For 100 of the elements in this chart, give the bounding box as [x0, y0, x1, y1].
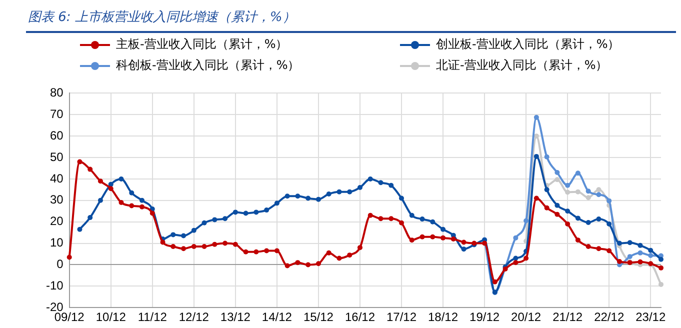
point: [108, 182, 114, 187]
point: [627, 254, 632, 260]
point: [202, 220, 207, 226]
point: [388, 216, 394, 222]
point: [596, 187, 602, 192]
point: [450, 236, 456, 242]
point: [306, 196, 311, 201]
point: [586, 244, 591, 249]
x-tick-label: 22/12: [594, 310, 624, 324]
point: [544, 187, 550, 192]
point: [160, 240, 166, 245]
point: [534, 134, 539, 139]
point: [554, 212, 560, 217]
point: [357, 245, 362, 250]
point: [575, 189, 580, 194]
y-tick-label: 70: [50, 106, 64, 121]
point: [232, 242, 238, 247]
point: [295, 194, 300, 199]
point: [284, 263, 290, 268]
x-tick-label: 23/12: [636, 310, 666, 324]
point: [88, 166, 93, 172]
point: [658, 265, 664, 270]
point: [606, 221, 612, 226]
point: [264, 208, 270, 213]
point: [513, 260, 518, 266]
y-tick-label: 40: [50, 171, 64, 186]
y-tick-label: 10: [50, 236, 64, 250]
y-tick-label: -10: [46, 278, 64, 292]
point: [243, 210, 248, 216]
point: [388, 182, 394, 188]
point: [316, 196, 321, 202]
point: [129, 190, 134, 196]
point: [638, 259, 643, 264]
point: [606, 198, 612, 204]
point: [524, 218, 529, 224]
point: [409, 238, 414, 243]
point: [596, 216, 602, 222]
x-tick-label: 10/12: [96, 310, 126, 324]
y-tick-label: 80: [50, 86, 64, 100]
x-tick-label: 16/12: [344, 310, 376, 324]
point: [544, 154, 550, 160]
point: [586, 188, 591, 194]
point: [326, 250, 332, 256]
point: [378, 216, 384, 222]
x-tick-label: 20/12: [511, 310, 542, 324]
point: [202, 244, 207, 249]
point: [430, 219, 436, 224]
chart-title: 图表 6: 上市板营业收入同比增速（累计，%）: [28, 9, 296, 26]
point: [565, 190, 570, 195]
point: [534, 196, 539, 201]
point: [596, 192, 602, 198]
point: [306, 262, 311, 268]
point: [616, 240, 622, 246]
legend-label: 科创板-营业收入同比（累计，%）: [116, 57, 300, 74]
y-tick-label: 30: [50, 192, 64, 207]
y-tick-label: 50: [50, 150, 64, 164]
point: [575, 238, 580, 243]
point: [118, 200, 124, 206]
point: [326, 191, 332, 196]
point: [368, 176, 373, 182]
point: [399, 220, 404, 226]
point: [295, 260, 300, 266]
point: [638, 242, 643, 248]
x-tick-label: 17/12: [386, 310, 417, 324]
point: [254, 249, 259, 254]
point: [264, 248, 270, 254]
point: [492, 279, 498, 284]
x-tick-label: 21/12: [552, 310, 583, 324]
x-tick-label: 15/12: [303, 310, 334, 324]
point: [420, 216, 425, 222]
y-tick-label: 0: [56, 257, 64, 272]
point: [524, 256, 529, 261]
point: [616, 259, 622, 264]
x-tick-label: 14/12: [262, 310, 292, 324]
x-tick-label: 13/12: [220, 310, 251, 324]
point: [284, 194, 290, 199]
point: [274, 200, 280, 206]
point: [98, 178, 103, 184]
x-tick-label: 11/12: [138, 310, 168, 324]
point: [638, 250, 643, 256]
legend-label: 主板-营业收入同比（累计，%）: [116, 36, 288, 53]
point: [430, 234, 436, 240]
point: [513, 235, 518, 240]
x-tick-label: 18/12: [428, 310, 458, 324]
point: [575, 170, 580, 176]
point: [534, 154, 539, 159]
point: [658, 282, 664, 287]
point: [150, 210, 155, 216]
point: [554, 170, 560, 176]
point: [658, 256, 664, 262]
point: [482, 240, 488, 246]
point: [648, 253, 654, 258]
point: [181, 246, 186, 252]
point: [254, 210, 259, 215]
y-tick-label: 60: [50, 128, 64, 142]
point: [222, 240, 228, 246]
point: [368, 212, 373, 218]
point: [378, 180, 384, 186]
point: [440, 226, 446, 232]
point: [140, 198, 145, 203]
